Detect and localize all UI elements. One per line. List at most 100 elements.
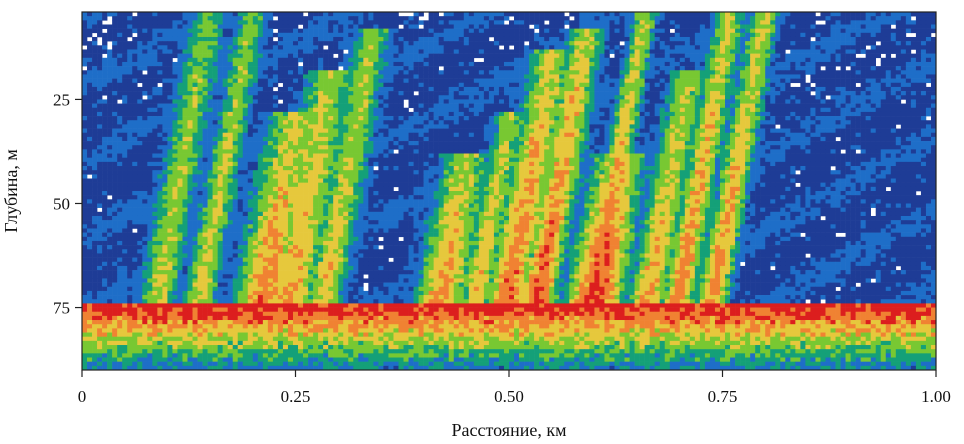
heatmap-cell bbox=[699, 116, 706, 121]
heatmap-cell bbox=[810, 78, 816, 84]
heatmap-cell bbox=[704, 74, 711, 79]
heatmap-cell bbox=[338, 24, 344, 29]
heatmap-cell bbox=[900, 124, 907, 129]
heatmap-cell bbox=[760, 86, 766, 92]
heatmap-cell bbox=[719, 128, 726, 134]
heatmap-cell bbox=[182, 32, 188, 38]
heatmap-cell bbox=[403, 45, 409, 50]
heatmap-cell bbox=[333, 86, 339, 92]
heatmap-cell bbox=[313, 66, 319, 71]
heatmap-cell bbox=[905, 82, 912, 88]
heatmap-cell bbox=[780, 70, 786, 75]
heatmap-cell bbox=[704, 24, 711, 29]
heatmap-cell bbox=[257, 132, 264, 138]
heatmap-cell bbox=[323, 124, 329, 129]
heatmap-cell bbox=[845, 49, 851, 54]
heatmap-cell bbox=[277, 45, 284, 50]
heatmap-cell bbox=[167, 61, 173, 67]
heatmap-cell bbox=[348, 28, 354, 34]
heatmap-cell bbox=[282, 57, 289, 63]
heatmap-cell bbox=[875, 45, 882, 50]
heatmap-cell bbox=[503, 32, 510, 38]
heatmap-cell bbox=[428, 16, 434, 21]
heatmap-cell bbox=[403, 20, 409, 25]
heatmap-cell bbox=[714, 41, 721, 46]
heatmap-cell bbox=[97, 120, 103, 125]
heatmap-cell bbox=[363, 74, 369, 79]
heatmap-cell bbox=[408, 78, 414, 84]
heatmap-cell bbox=[870, 128, 877, 134]
heatmap-cell bbox=[498, 16, 505, 21]
heatmap-cell bbox=[197, 32, 203, 38]
heatmap-cell bbox=[383, 91, 389, 96]
heatmap-cell bbox=[458, 124, 465, 129]
heatmap-cell bbox=[122, 116, 128, 121]
heatmap-cell bbox=[117, 49, 123, 54]
heatmap-cell bbox=[368, 128, 374, 134]
heatmap-cell bbox=[378, 116, 384, 121]
heatmap-cell bbox=[719, 107, 726, 113]
heatmap-cell bbox=[664, 91, 671, 96]
heatmap-cell bbox=[539, 86, 545, 92]
heatmap-cell bbox=[333, 107, 339, 113]
heatmap-cell bbox=[639, 45, 645, 50]
heatmap-cell bbox=[810, 28, 816, 34]
heatmap-cell bbox=[222, 74, 228, 79]
heatmap-cell bbox=[177, 20, 183, 25]
heatmap-cell bbox=[795, 132, 801, 138]
heatmap-cell bbox=[694, 103, 701, 109]
heatmap-cell bbox=[147, 16, 153, 21]
heatmap-cell bbox=[730, 116, 736, 121]
heatmap-cell bbox=[559, 57, 565, 63]
heatmap-cell bbox=[328, 120, 334, 125]
heatmap-cell bbox=[277, 74, 284, 79]
heatmap-cell bbox=[785, 16, 791, 21]
heatmap-cell bbox=[318, 99, 324, 104]
heatmap-cell bbox=[820, 24, 826, 29]
heatmap-cell bbox=[438, 103, 444, 109]
heatmap-cell bbox=[755, 16, 761, 21]
heatmap-cell bbox=[920, 66, 927, 71]
heatmap-cell bbox=[303, 61, 309, 67]
heatmap-cell bbox=[172, 95, 178, 100]
heatmap-cell bbox=[333, 132, 339, 138]
heatmap-cell bbox=[162, 12, 168, 17]
heatmap-cell bbox=[313, 57, 319, 63]
heatmap-cell bbox=[689, 24, 696, 29]
heatmap-cell bbox=[574, 120, 580, 125]
heatmap-cell bbox=[624, 103, 630, 109]
heatmap-cell bbox=[835, 99, 841, 104]
heatmap-cell bbox=[875, 107, 882, 113]
heatmap-cell bbox=[544, 124, 550, 129]
heatmap-cell bbox=[458, 111, 465, 117]
heatmap-cell bbox=[323, 103, 329, 109]
heatmap-cell bbox=[629, 16, 635, 21]
heatmap-cell bbox=[378, 66, 384, 71]
heatmap-cell bbox=[483, 74, 490, 79]
heatmap-cell bbox=[564, 45, 570, 50]
heatmap-cell bbox=[860, 99, 866, 104]
heatmap-cell bbox=[634, 32, 640, 38]
heatmap-cell bbox=[227, 132, 233, 138]
heatmap-cell bbox=[880, 24, 887, 29]
heatmap-cell bbox=[212, 91, 218, 96]
heatmap-cell bbox=[559, 24, 565, 29]
heatmap-cell bbox=[830, 24, 836, 29]
heatmap-cell bbox=[850, 36, 856, 42]
heatmap-cell bbox=[750, 107, 756, 113]
heatmap-cell bbox=[785, 24, 791, 29]
heatmap-cell bbox=[473, 49, 480, 54]
heatmap-cell bbox=[82, 116, 88, 121]
heatmap-cell bbox=[594, 41, 600, 46]
heatmap-cell bbox=[614, 91, 620, 96]
heatmap-cell bbox=[267, 120, 274, 125]
heatmap-cell bbox=[97, 70, 103, 75]
heatmap-cell bbox=[925, 16, 932, 21]
heatmap-cell bbox=[514, 120, 520, 125]
heatmap-cell bbox=[629, 28, 635, 34]
heatmap-cell bbox=[775, 61, 781, 67]
heatmap-cell bbox=[82, 24, 88, 29]
heatmap-cell bbox=[740, 49, 746, 54]
heatmap-cell bbox=[719, 132, 726, 138]
heatmap-cell bbox=[619, 124, 625, 129]
